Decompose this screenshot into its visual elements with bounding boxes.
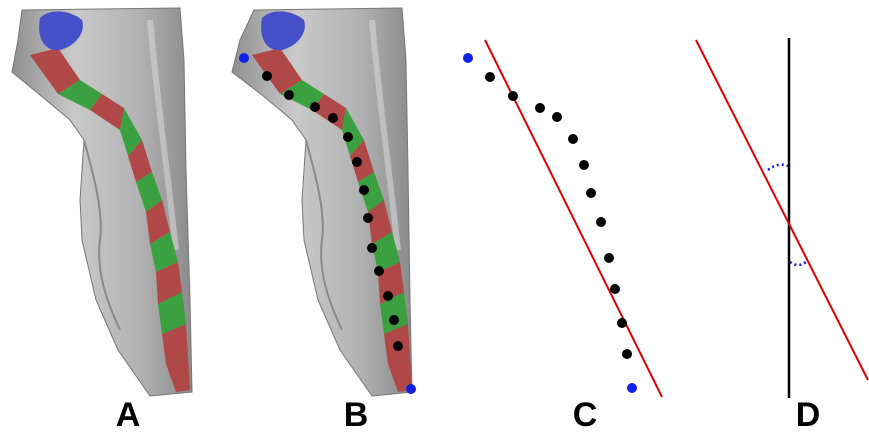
centerline-point (508, 91, 518, 101)
centerline-point (383, 291, 393, 301)
panel-label-b: B (344, 396, 369, 434)
centerline-point (568, 134, 578, 144)
segmented-band (30, 48, 190, 392)
panel-c: C (463, 39, 663, 434)
mesh-fold (83, 139, 121, 331)
mesh-fold (305, 139, 343, 331)
panel-a: A (11, 7, 193, 434)
panel-label-d: D (796, 396, 821, 434)
centerline-point (367, 243, 377, 253)
fit-line (695, 39, 869, 381)
endpoint-point (463, 53, 473, 63)
centerline-point (485, 72, 495, 82)
centerline-point (604, 253, 614, 263)
centerline-point (393, 341, 403, 351)
centerline-point (622, 349, 632, 359)
endpoint-point (627, 383, 637, 393)
mesh-fold (147, 19, 179, 251)
region-blue (261, 11, 305, 51)
centerline-point (389, 315, 399, 325)
centerline-point (610, 284, 620, 294)
angle-arc-lower (789, 260, 807, 267)
centerline-point (535, 103, 545, 113)
centerline-point (552, 112, 562, 122)
mesh-surface (11, 7, 193, 397)
centerline-point (374, 266, 384, 276)
centerline-points (239, 53, 416, 394)
endpoint-point (239, 53, 249, 63)
centerline-point (586, 188, 596, 198)
panel-b: B (231, 7, 416, 434)
centerline-point (310, 102, 320, 112)
mesh-fold (369, 19, 401, 251)
panel-d: D (695, 38, 869, 434)
endpoint-point (406, 384, 416, 394)
panel-label-a: A (116, 396, 141, 434)
centerline-point (284, 90, 294, 100)
centerline-point (596, 217, 606, 227)
projected-points (463, 53, 637, 393)
angle-arc-upper (767, 163, 789, 172)
centerline-point (343, 132, 353, 142)
centerline-point (617, 318, 627, 328)
segmented-band (252, 48, 412, 392)
centerline-point (352, 157, 362, 167)
centerline-point (363, 213, 373, 223)
centerline-point (359, 185, 369, 195)
centerline-point (262, 71, 272, 81)
region-blue (39, 11, 83, 51)
centerline-point (579, 160, 589, 170)
mesh-surface (231, 7, 413, 397)
centerline-point (328, 113, 338, 123)
panel-label-c: C (573, 396, 598, 434)
